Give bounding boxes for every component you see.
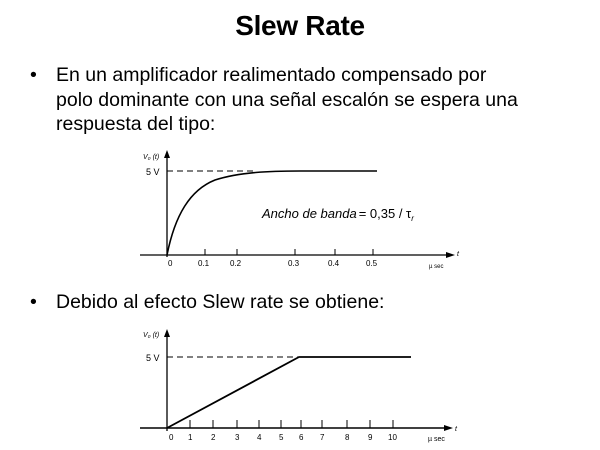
bullet-text: Debido al efecto Slew rate se obtiene: xyxy=(56,290,384,315)
bullet-line: polo dominante con una señal escalón se … xyxy=(56,88,518,111)
chart1-tick-label: 0.2 xyxy=(230,259,242,268)
chart1-curve xyxy=(166,170,377,256)
chart2-ref-label: 5 V xyxy=(146,353,160,363)
bullet-2: • Debido al efecto Slew rate se obtiene: xyxy=(30,290,590,320)
chart1-xvar: t xyxy=(457,251,460,258)
chart2-tick-label: 10 xyxy=(388,433,397,442)
chart2-axes xyxy=(140,329,453,431)
chart1-tick-label: 0.3 xyxy=(288,259,300,268)
chart1-ref-label: 5 V xyxy=(146,167,160,177)
bullet-marker: • xyxy=(30,64,37,86)
bullet-marker: • xyxy=(30,291,37,313)
bullet-1: • En un amplificador realimentado compen… xyxy=(30,63,590,143)
chart1-axes xyxy=(140,150,455,258)
x-axis-arrow-icon xyxy=(446,252,455,258)
chart1-ylabel: V₀ (t) xyxy=(143,154,159,161)
x-ticks xyxy=(204,249,374,255)
chart1-tick-label: 0.1 xyxy=(198,259,210,268)
slide-title: Slew Rate xyxy=(235,10,365,41)
bullet-line: respuesta del tipo: xyxy=(56,113,216,135)
chart2-curve xyxy=(166,356,411,429)
chart2-tick-label: 4 xyxy=(257,433,262,442)
chart2-ylabel: V₀ (t) xyxy=(143,332,159,339)
chart2-xvar: t xyxy=(455,426,458,433)
y-axis-arrow-icon xyxy=(164,329,170,337)
chart2-tick-label: 6 xyxy=(299,433,304,442)
chart1-annotation: Ancho de banda = 0,35 / τr xyxy=(261,206,414,223)
chart2-tick-label: 5 xyxy=(279,433,284,442)
chart2-tick-label: 9 xyxy=(368,433,373,442)
bullet-line: En un amplificador realimentado compensa… xyxy=(56,64,487,86)
bullet-text: En un amplificador realimentado compensa… xyxy=(56,63,518,137)
y-axis-arrow-icon xyxy=(164,150,170,158)
chart2-tick-label: 7 xyxy=(320,433,325,442)
chart1-tick-label: 0.5 xyxy=(366,259,378,268)
x-ticks xyxy=(189,420,394,428)
x-axis-arrow-icon xyxy=(444,425,453,431)
chart2-tick-label: 8 xyxy=(345,433,350,442)
chart1-xunit: µ sec xyxy=(429,264,443,270)
chart2-tick-label: 2 xyxy=(211,433,216,442)
bullet-line: Debido al efecto Slew rate se obtiene: xyxy=(56,291,385,313)
chart2-tick-label: 1 xyxy=(188,433,193,442)
chart1-tick-label: 0 xyxy=(168,259,173,268)
chart1-tick-label: 0.4 xyxy=(328,259,340,268)
chart2-xunit: µ sec xyxy=(428,436,445,443)
chart2-tick-label: 0 xyxy=(169,433,174,442)
chart2-tick-label: 3 xyxy=(235,433,240,442)
